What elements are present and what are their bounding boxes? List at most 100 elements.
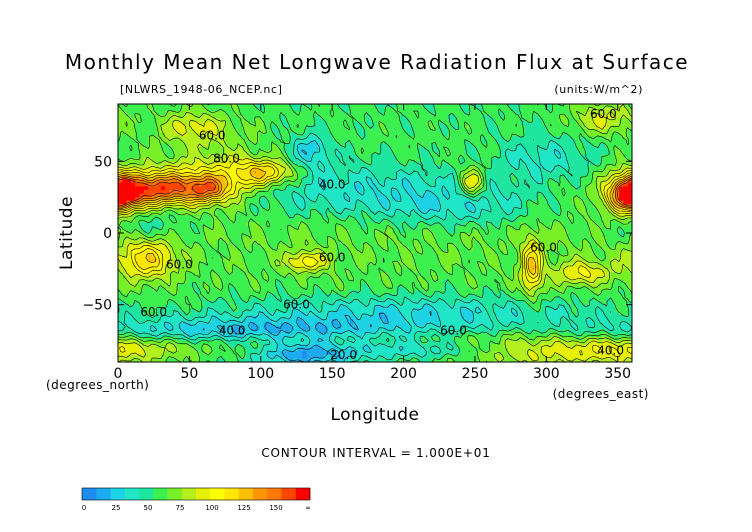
field-cell — [443, 125, 449, 130]
field-cell — [584, 179, 590, 184]
field-cell — [447, 143, 453, 148]
field-cell — [606, 132, 611, 137]
field-cell — [216, 240, 222, 245]
field-cell — [306, 143, 312, 148]
field-cell — [447, 139, 453, 144]
field-cell — [503, 193, 509, 198]
field-cell — [610, 172, 616, 176]
field-cell — [345, 132, 350, 137]
field-cell — [327, 143, 333, 148]
field-cell — [272, 240, 277, 245]
field-cell — [242, 125, 247, 130]
field-cell — [456, 182, 461, 187]
field-cell — [512, 197, 517, 202]
field-cell — [285, 118, 290, 123]
field-cell — [349, 229, 354, 234]
field-cell — [417, 190, 423, 194]
field-cell — [443, 107, 449, 112]
field-cell — [443, 190, 449, 194]
field-cell — [580, 132, 586, 137]
field-cell — [597, 200, 603, 205]
field-cell — [289, 121, 294, 126]
field-cell — [319, 107, 324, 112]
field-cell — [366, 157, 372, 162]
field-cell — [319, 229, 324, 234]
field-cell — [173, 132, 179, 137]
field-cell — [430, 186, 436, 191]
field-cell — [610, 197, 616, 202]
field-cell — [563, 132, 569, 137]
field-cell — [499, 179, 504, 184]
field-cell — [250, 129, 256, 133]
field-cell — [439, 193, 444, 198]
field-cell — [383, 190, 389, 194]
field-cell — [542, 193, 547, 198]
field-cell — [593, 114, 599, 119]
field-cell — [417, 125, 423, 130]
field-cell — [546, 157, 551, 162]
field-cell — [602, 204, 607, 209]
field-cell — [216, 175, 222, 180]
field-cell — [122, 193, 127, 198]
field-cell — [169, 236, 174, 241]
field-cell — [413, 172, 419, 176]
field-cell — [323, 118, 329, 123]
field-cell — [280, 150, 286, 155]
field-cell — [469, 186, 474, 191]
field-cell — [413, 121, 419, 126]
field-cell — [563, 161, 569, 166]
field-cell — [379, 207, 384, 212]
field-cell — [387, 104, 393, 108]
field-cell — [554, 150, 560, 155]
field-cell — [439, 200, 444, 205]
field-cell — [357, 129, 363, 133]
field-cell — [362, 111, 367, 116]
field-cell — [375, 247, 380, 252]
field-cell — [464, 211, 470, 216]
field-cell — [379, 147, 384, 151]
field-cell — [349, 136, 354, 141]
field-cell — [220, 107, 226, 112]
field-cell — [554, 147, 560, 151]
field-cell — [173, 186, 179, 191]
field-cell — [152, 107, 157, 112]
field-cell — [589, 129, 594, 133]
field-cell — [276, 121, 282, 126]
field-cell — [135, 200, 140, 205]
field-cell — [182, 132, 187, 137]
field-cell — [375, 243, 380, 248]
field-cell — [396, 197, 401, 202]
field-cell — [345, 114, 350, 119]
field-cell — [357, 200, 363, 205]
field-cell — [310, 168, 316, 173]
field-cell — [379, 200, 384, 205]
field-cell — [546, 154, 551, 159]
field-cell — [122, 200, 127, 205]
field-cell — [212, 250, 217, 255]
field-cell — [477, 161, 483, 166]
field-cell — [443, 222, 449, 227]
field-cell — [597, 161, 603, 166]
field-cell — [597, 207, 603, 212]
field-cell — [237, 182, 243, 187]
field-cell — [186, 182, 192, 187]
field-cell — [306, 114, 312, 119]
field-cell — [396, 204, 401, 209]
field-cell — [362, 161, 367, 166]
field-cell — [452, 207, 457, 212]
field-cell — [246, 168, 252, 173]
field-cell — [499, 118, 504, 123]
field-cell — [177, 111, 183, 116]
field-cell — [550, 154, 556, 159]
field-cell — [306, 179, 312, 184]
field-cell — [610, 147, 616, 151]
field-cell — [614, 236, 620, 241]
field-cell — [323, 207, 329, 212]
field-cell — [306, 132, 312, 137]
field-cell — [255, 161, 260, 166]
field-cell — [409, 104, 414, 108]
field-cell — [422, 139, 427, 144]
field-cell — [143, 129, 149, 133]
field-cell — [589, 190, 594, 194]
field-cell — [327, 172, 333, 176]
